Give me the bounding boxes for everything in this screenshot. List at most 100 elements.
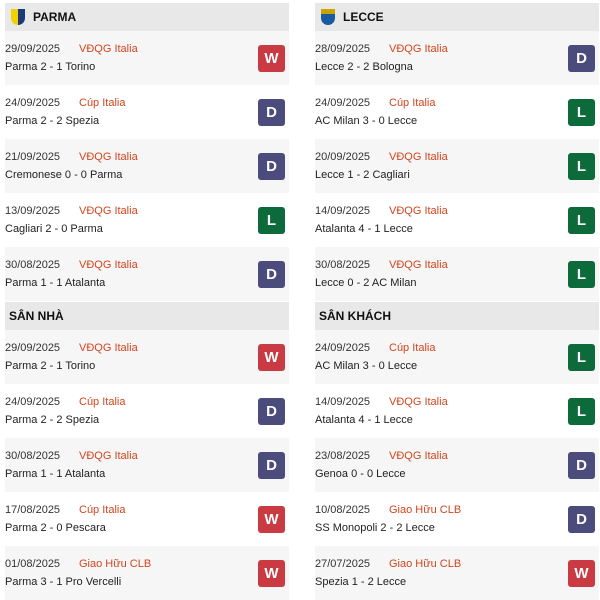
match-row[interactable]: 01/08/2025 Giao Hữu CLB Parma 3 - 1 Pro … — [5, 546, 289, 600]
competition-link[interactable]: VĐQG Italia — [389, 259, 448, 271]
match-score: Lecce 0 - 2 AC Milan — [315, 277, 417, 289]
match-row[interactable]: 21/09/2025 VĐQG Italia Cremonese 0 - 0 P… — [5, 139, 289, 193]
match-date: 28/09/2025 — [315, 43, 371, 55]
match-row[interactable]: 14/09/2025 VĐQG Italia Atalanta 4 - 1 Le… — [315, 193, 599, 247]
match-date: 20/09/2025 — [315, 151, 371, 163]
competition-link[interactable]: VĐQG Italia — [79, 342, 138, 354]
result-badge: W — [258, 344, 285, 371]
match-score: Parma 2 - 1 Torino — [5, 360, 96, 372]
match-date: 10/08/2025 — [315, 504, 371, 516]
competition-link[interactable]: VĐQG Italia — [389, 43, 448, 55]
competition-link[interactable]: Cúp Italia — [79, 396, 126, 408]
match-score: AC Milan 3 - 0 Lecce — [315, 115, 418, 127]
match-date: 30/08/2025 — [315, 259, 371, 271]
section-header: PARMA — [5, 3, 289, 31]
match-date: 14/09/2025 — [315, 205, 371, 217]
result-badge: D — [258, 261, 285, 288]
result-badge: W — [258, 560, 285, 587]
competition-link[interactable]: Giao Hữu CLB — [389, 504, 462, 516]
section-sân-nhà: SÂN NHÀ 29/09/2025 VĐQG Italia Parma 2 -… — [5, 302, 289, 600]
match-score: Parma 1 - 1 Atalanta — [5, 277, 106, 289]
match-row[interactable]: 28/09/2025 VĐQG Italia Lecce 2 - 2 Bolog… — [315, 31, 599, 85]
competition-link[interactable]: Giao Hữu CLB — [79, 558, 152, 570]
section-lecce: LECCE 28/09/2025 VĐQG Italia Lecce 2 - 2… — [315, 3, 599, 301]
match-row[interactable]: 14/09/2025 VĐQG Italia Atalanta 4 - 1 Le… — [315, 384, 599, 438]
match-score: Cagliari 2 - 0 Parma — [5, 223, 103, 235]
competition-link[interactable]: Cúp Italia — [389, 97, 436, 109]
match-score: Parma 1 - 1 Atalanta — [5, 468, 106, 480]
match-score: Parma 2 - 1 Torino — [5, 61, 96, 73]
match-row[interactable]: 23/08/2025 VĐQG Italia Genoa 0 - 0 Lecce… — [315, 438, 599, 492]
result-badge: D — [568, 452, 595, 479]
match-score: Parma 2 - 2 Spezia — [5, 414, 100, 426]
section-parma: PARMA 29/09/2025 VĐQG Italia Parma 2 - 1… — [5, 3, 289, 301]
match-score: Parma 2 - 2 Spezia — [5, 115, 100, 127]
competition-link[interactable]: VĐQG Italia — [79, 450, 138, 462]
competition-link[interactable]: VĐQG Italia — [389, 396, 448, 408]
result-badge: W — [258, 45, 285, 72]
competition-link[interactable]: VĐQG Italia — [389, 450, 448, 462]
match-row[interactable]: 24/09/2025 Cúp Italia Parma 2 - 2 Spezia… — [5, 85, 289, 139]
result-badge: L — [568, 99, 595, 126]
result-badge: D — [568, 506, 595, 533]
result-badge: D — [258, 398, 285, 425]
match-score: AC Milan 3 - 0 Lecce — [315, 360, 418, 372]
competition-link[interactable]: VĐQG Italia — [389, 151, 448, 163]
result-badge: D — [258, 452, 285, 479]
match-row[interactable]: 29/09/2025 VĐQG Italia Parma 2 - 1 Torin… — [5, 31, 289, 85]
result-badge: L — [568, 398, 595, 425]
match-date: 27/07/2025 — [315, 558, 371, 570]
match-score: Atalanta 4 - 1 Lecce — [315, 223, 413, 235]
match-score: Cremonese 0 - 0 Parma — [5, 169, 123, 181]
competition-link[interactable]: VĐQG Italia — [79, 43, 138, 55]
competition-link[interactable]: VĐQG Italia — [79, 151, 138, 163]
match-date: 14/09/2025 — [315, 396, 371, 408]
match-row[interactable]: 20/09/2025 VĐQG Italia Lecce 1 - 2 Cagli… — [315, 139, 599, 193]
match-date: 17/08/2025 — [5, 504, 61, 516]
match-score: SS Monopoli 2 - 2 Lecce — [315, 522, 435, 534]
competition-link[interactable]: VĐQG Italia — [79, 205, 138, 217]
match-date: 13/09/2025 — [5, 205, 61, 217]
match-row[interactable]: 29/09/2025 VĐQG Italia Parma 2 - 1 Torin… — [5, 330, 289, 384]
result-badge: D — [568, 45, 595, 72]
match-date: 21/09/2025 — [5, 151, 61, 163]
match-row[interactable]: 24/09/2025 Cúp Italia Parma 2 - 2 Spezia… — [5, 384, 289, 438]
result-badge: L — [258, 207, 285, 234]
match-row[interactable]: 30/08/2025 VĐQG Italia Parma 1 - 1 Atala… — [5, 247, 289, 301]
match-date: 29/09/2025 — [5, 342, 61, 354]
match-score: Spezia 1 - 2 Lecce — [315, 576, 407, 588]
result-badge: L — [568, 207, 595, 234]
match-row[interactable]: 30/08/2025 VĐQG Italia Lecce 0 - 2 AC Mi… — [315, 247, 599, 301]
result-badge: D — [258, 153, 285, 180]
result-badge: W — [258, 506, 285, 533]
section-title: SÂN NHÀ — [9, 309, 64, 323]
section-header: SÂN NHÀ — [5, 302, 289, 330]
competition-link[interactable]: VĐQG Italia — [79, 259, 138, 271]
match-date: 30/08/2025 — [5, 450, 61, 462]
result-badge: D — [258, 99, 285, 126]
section-sân-khách: SÂN KHÁCH 24/09/2025 Cúp Italia AC Milan… — [315, 302, 599, 600]
match-date: 24/09/2025 — [315, 97, 371, 109]
match-row[interactable]: 27/07/2025 Giao Hữu CLB Spezia 1 - 2 Lec… — [315, 546, 599, 600]
match-score: Parma 3 - 1 Pro Vercelli — [5, 576, 122, 588]
competition-link[interactable]: Giao Hữu CLB — [389, 558, 462, 570]
match-date: 24/09/2025 — [315, 342, 371, 354]
match-score: Lecce 1 - 2 Cagliari — [315, 169, 410, 181]
match-row[interactable]: 24/09/2025 Cúp Italia AC Milan 3 - 0 Lec… — [315, 330, 599, 384]
competition-link[interactable]: Cúp Italia — [79, 504, 126, 516]
match-date: 01/08/2025 — [5, 558, 61, 570]
match-row[interactable]: 24/09/2025 Cúp Italia AC Milan 3 - 0 Lec… — [315, 85, 599, 139]
match-row[interactable]: 17/08/2025 Cúp Italia Parma 2 - 0 Pescar… — [5, 492, 289, 546]
match-date: 23/08/2025 — [315, 450, 371, 462]
section-title: PARMA — [33, 10, 77, 24]
match-date: 29/09/2025 — [5, 43, 61, 55]
match-row[interactable]: 30/08/2025 VĐQG Italia Parma 1 - 1 Atala… — [5, 438, 289, 492]
result-badge: L — [568, 344, 595, 371]
match-row[interactable]: 10/08/2025 Giao Hữu CLB SS Monopoli 2 - … — [315, 492, 599, 546]
section-header: LECCE — [315, 3, 599, 31]
competition-link[interactable]: Cúp Italia — [79, 97, 126, 109]
competition-link[interactable]: VĐQG Italia — [389, 205, 448, 217]
competition-link[interactable]: Cúp Italia — [389, 342, 436, 354]
lecce-crest-icon — [321, 9, 335, 25]
match-row[interactable]: 13/09/2025 VĐQG Italia Cagliari 2 - 0 Pa… — [5, 193, 289, 247]
